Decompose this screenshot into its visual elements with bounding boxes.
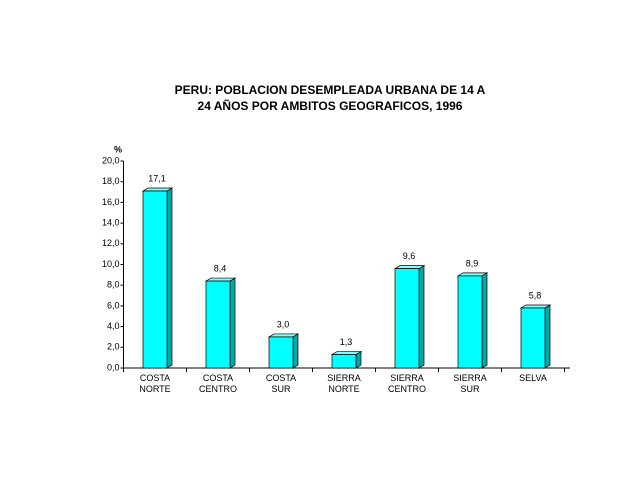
bar (205, 280, 231, 369)
bar-side (292, 333, 299, 369)
value-label: 3,0 (277, 319, 290, 329)
y-tick-label: 14,0 (102, 217, 120, 227)
bar-top (393, 265, 426, 269)
value-label: 1,3 (340, 337, 353, 347)
y-tick-label: 8,0 (107, 280, 120, 290)
bar-top (519, 304, 552, 309)
y-tick-label: 6,0 (107, 300, 120, 310)
x-tick-label: COSTA SUR (265, 373, 297, 394)
value-label: 8,4 (214, 263, 227, 273)
value-label: 9,6 (403, 251, 416, 261)
y-tick-label: 18,0 (102, 176, 120, 186)
x-tick-label: SIERRA NORTE (327, 373, 361, 394)
bar-side (481, 272, 488, 369)
bar-top (330, 351, 363, 355)
y-tick-label: 2,0 (107, 342, 120, 352)
bar (142, 190, 168, 369)
bar (331, 354, 357, 369)
x-tick-label: COSTA NORTE (139, 373, 171, 394)
y-axis-label: % (114, 144, 122, 154)
bar-top (267, 333, 300, 338)
bar (394, 268, 420, 369)
x-tick-label: SIERRA CENTRO (388, 373, 426, 394)
y-tick-label: 0,0 (107, 362, 120, 372)
bar (457, 275, 483, 369)
bar-top (204, 277, 237, 282)
value-label: 5,8 (529, 290, 542, 300)
x-tick-label: SIERRA SUR (453, 373, 487, 394)
bar-side (544, 304, 551, 369)
bar-side (166, 187, 173, 369)
y-tick-label: 20,0 (102, 155, 120, 165)
x-tick-label: SELVA (519, 373, 547, 383)
y-tick-label: 12,0 (102, 238, 120, 248)
bar-side (229, 277, 236, 369)
chart-title: PERU: POBLACION DESEMPLEADA URBANA DE 14… (175, 83, 486, 97)
y-tick-label: 16,0 (102, 197, 120, 207)
bar (268, 336, 294, 369)
y-tick-label: 4,0 (107, 321, 120, 331)
chart-title: 24 AÑOS POR AMBITOS GEOGRAFICOS, 1996 (198, 98, 463, 113)
bar-side (418, 265, 425, 369)
bar-top (141, 187, 174, 192)
y-tick-label: 10,0 (102, 259, 120, 269)
value-label: 17,1 (148, 173, 166, 183)
value-label: 8,9 (466, 258, 479, 268)
bar (520, 307, 546, 369)
x-tick-label: COSTA CENTRO (199, 373, 237, 394)
bar-top (456, 272, 489, 277)
